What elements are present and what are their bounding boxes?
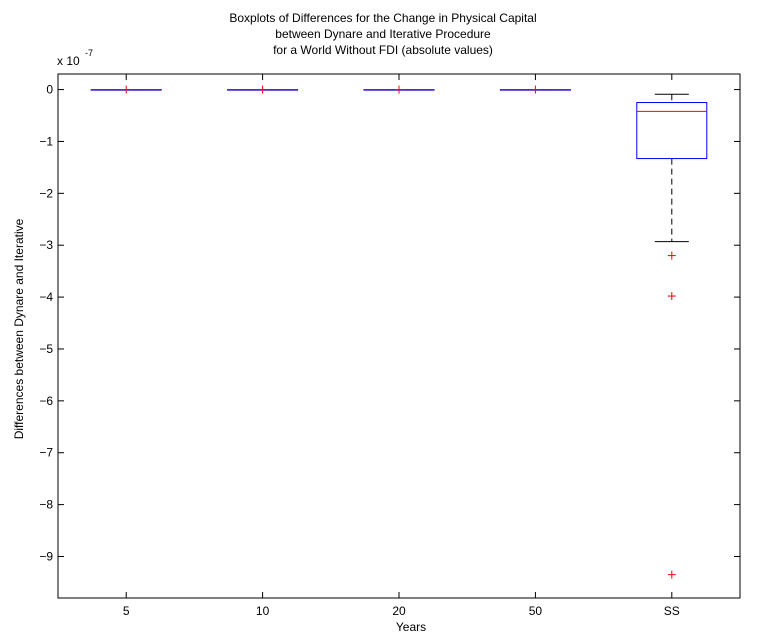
box-group-50	[499, 85, 571, 94]
outlier-marker	[667, 292, 676, 301]
x-tick-label: 50	[529, 604, 543, 618]
y-axis: 0 −1 −2 −3 −4 −5 −6 −7 −8 −9	[39, 83, 740, 563]
y-multiplier-exponent: -7	[85, 48, 93, 58]
outlier-marker	[395, 85, 403, 94]
x-tick-label: 20	[392, 604, 406, 618]
outlier-marker	[122, 85, 131, 94]
outlier-marker	[667, 570, 676, 579]
y-tick-label: −3	[39, 238, 53, 252]
chart-title-line-2: between Dynare and Iterative Procedure	[275, 27, 491, 41]
box-group-10	[227, 85, 299, 94]
x-tick-label: 10	[256, 604, 270, 618]
y-tick-label: −5	[39, 342, 53, 356]
outlier-marker	[531, 85, 540, 94]
y-tick-label: −1	[39, 134, 53, 148]
plot-area	[57, 73, 741, 599]
y-tick-label: −4	[39, 290, 53, 304]
outlier-marker	[258, 85, 267, 94]
y-tick-label: −6	[39, 394, 53, 408]
box-iqr	[636, 102, 708, 160]
outlier-marker	[667, 251, 676, 260]
boxplot-series	[90, 85, 708, 579]
chart-title-line-3: for a World Without FDI (absolute values…	[273, 43, 493, 57]
box-group-5	[90, 85, 162, 94]
x-axis-label: Years	[396, 620, 426, 634]
y-tick-label: −7	[39, 446, 53, 460]
y-tick-label: −2	[39, 186, 53, 200]
chart-title-line-1: Boxplots of Differences for the Change i…	[229, 11, 536, 25]
y-multiplier-label: x 10	[57, 54, 80, 68]
y-axis-label: Differences between Dynare and Iterative	[12, 218, 26, 439]
y-tick-label: −8	[39, 498, 53, 512]
y-tick-label: 0	[46, 83, 53, 97]
x-axis: 5 10 20 50 SS	[123, 74, 680, 618]
x-tick-label: SS	[664, 604, 680, 618]
y-tick-label: −9	[39, 549, 53, 563]
box-group-20	[363, 85, 435, 94]
x-tick-label: 5	[123, 604, 130, 618]
box-group-SS	[636, 93, 708, 579]
